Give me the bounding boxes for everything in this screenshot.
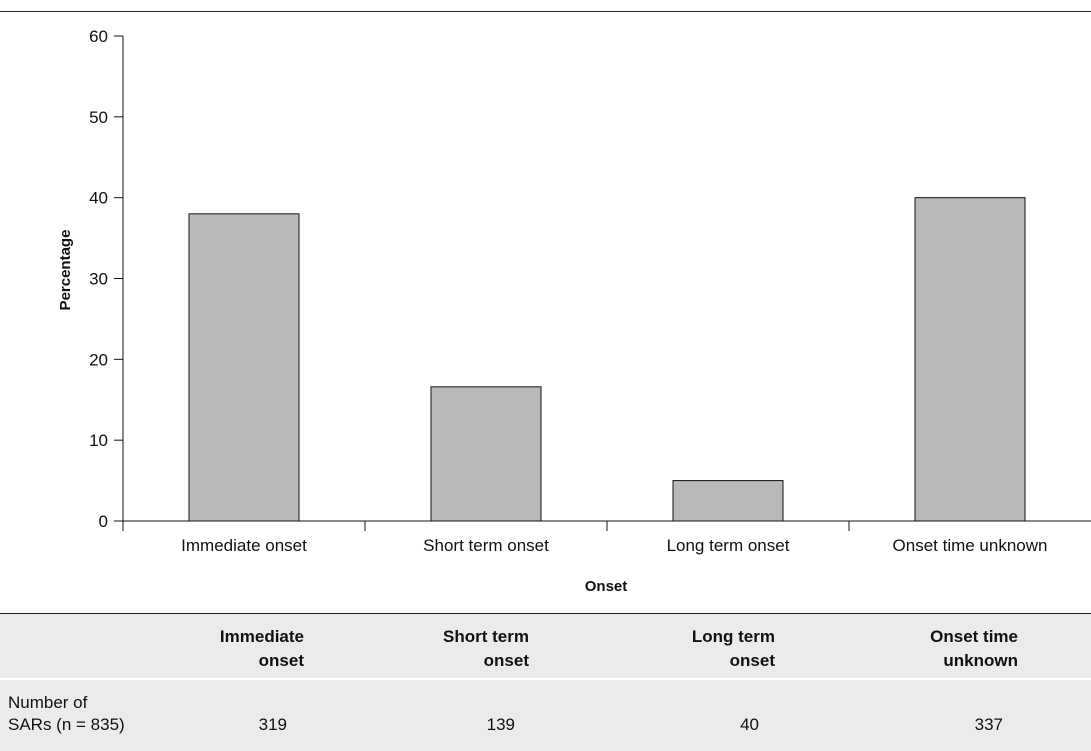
table-header-row: Immediate onset Short term onset Long term… (0, 614, 1091, 680)
header-short-term-onset: Short term onset (443, 627, 529, 670)
y-axis-label: Percentage (57, 230, 74, 311)
cell-long-term-onset: 40 (740, 715, 759, 734)
header-immediate-onset: Immediate onset (219, 627, 304, 670)
y-axis: 0 10 20 30 40 50 60 (89, 27, 124, 531)
bar-chart: 0 10 20 30 40 50 60 Immediate onset Short term … (57, 27, 1091, 595)
x-tick-label: Short term onset (423, 536, 549, 555)
x-axis-label: Onset (585, 578, 628, 595)
x-tick-label: Long term onset (667, 536, 790, 555)
y-tick-label: 30 (89, 270, 108, 289)
bar-onset-time-unknown (914, 197, 1026, 522)
y-tick-label: 60 (89, 27, 108, 46)
cell-short-term-onset: 139 (486, 715, 515, 734)
bars (188, 197, 1026, 522)
y-tick-label: 0 (99, 512, 108, 531)
x-tick-label: Immediate onset (181, 536, 307, 555)
cell-immediate-onset: 319 (258, 715, 287, 734)
y-tick-label: 50 (89, 108, 108, 127)
y-tick-label: 40 (89, 189, 108, 208)
header-long-term-onset: Long term onset (691, 627, 775, 670)
y-tick-label: 10 (89, 431, 108, 450)
cell-onset-time-unknown: 337 (974, 715, 1003, 734)
top-rule (0, 11, 1091, 12)
x-tick-label: Onset time unknown (893, 536, 1048, 555)
x-axis: Immediate onset Short term onset Long term… (122, 520, 1091, 555)
table-top-rule (0, 613, 1091, 614)
header-onset-time-unknown: Onset time unknown (930, 627, 1018, 670)
row-label-sars: Number of SARs (n = 835) (8, 693, 125, 734)
y-tick-label: 20 (89, 350, 108, 369)
bar-long-term-onset (672, 480, 784, 522)
bar-short-term-onset (430, 386, 542, 522)
bar-immediate-onset (188, 213, 300, 522)
data-table: Immediate onset Short term onset Long term… (0, 614, 1091, 751)
